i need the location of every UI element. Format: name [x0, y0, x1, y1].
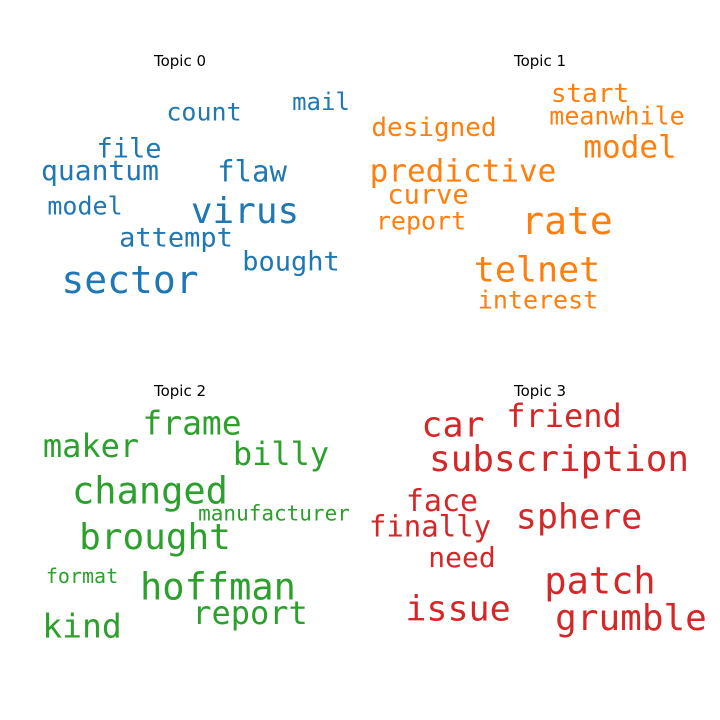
topic-title: Topic 1: [513, 52, 567, 70]
word-flaw: flaw: [217, 154, 287, 189]
word-interest: interest: [477, 285, 599, 315]
topic-title: Topic 3: [513, 382, 567, 400]
word-hoffman: hoffman: [140, 565, 296, 609]
word-attempt: attempt: [119, 222, 233, 254]
word-designed: designed: [371, 113, 497, 143]
word-report: report: [192, 594, 308, 632]
word-manufacturer: manufacturer: [198, 501, 350, 526]
topic-title: Topic 2: [153, 382, 207, 400]
word-report: report: [375, 206, 467, 236]
word-predictive: predictive: [369, 153, 557, 190]
word-frame: frame: [142, 403, 242, 443]
word-brought: brought: [79, 517, 231, 558]
word-sphere: sphere: [515, 497, 643, 538]
word-maker: maker: [42, 427, 140, 465]
word-count: count: [166, 97, 242, 127]
word-format: format: [45, 564, 119, 588]
word-virus: virus: [190, 191, 300, 232]
word-issue: issue: [405, 589, 511, 630]
word-model: model: [47, 191, 123, 221]
word-friend: friend: [506, 397, 622, 435]
word-rate: rate: [521, 199, 613, 243]
word-model: model: [583, 129, 677, 166]
topic-panel-1: Topic 1 rate telnet predictive model curve des…: [360, 0, 720, 330]
word-kind: kind: [42, 606, 122, 646]
word-bought: bought: [242, 246, 340, 278]
word-grumble: grumble: [555, 598, 707, 639]
word-mail: mail: [292, 88, 350, 116]
word-patch: patch: [544, 559, 656, 603]
topic-title: Topic 0: [153, 52, 207, 70]
word-subscription: subscription: [428, 439, 690, 480]
word-finally: finally: [368, 509, 492, 544]
topic-panel-0: Topic 0 sector virus quantum flaw bought attem…: [0, 0, 360, 330]
word-need: need: [428, 541, 496, 574]
word-start: start: [550, 79, 630, 109]
word-car: car: [421, 405, 485, 446]
word-file: file: [96, 133, 162, 165]
word-billy: billy: [232, 435, 330, 473]
word-sector: sector: [61, 258, 199, 302]
word-meanwhile: meanwhile: [549, 101, 685, 131]
topic-panel-3: Topic 3 patch subscription grumble sphere iss…: [360, 330, 720, 660]
word-telnet: telnet: [473, 250, 601, 291]
word-curve: curve: [387, 179, 469, 211]
word-changed: changed: [72, 469, 228, 513]
topic-panel-2: Topic 2 changed hoffman brought frame maker bi…: [0, 330, 360, 660]
word-quantum: quantum: [40, 154, 160, 187]
word-face: face: [405, 484, 479, 519]
